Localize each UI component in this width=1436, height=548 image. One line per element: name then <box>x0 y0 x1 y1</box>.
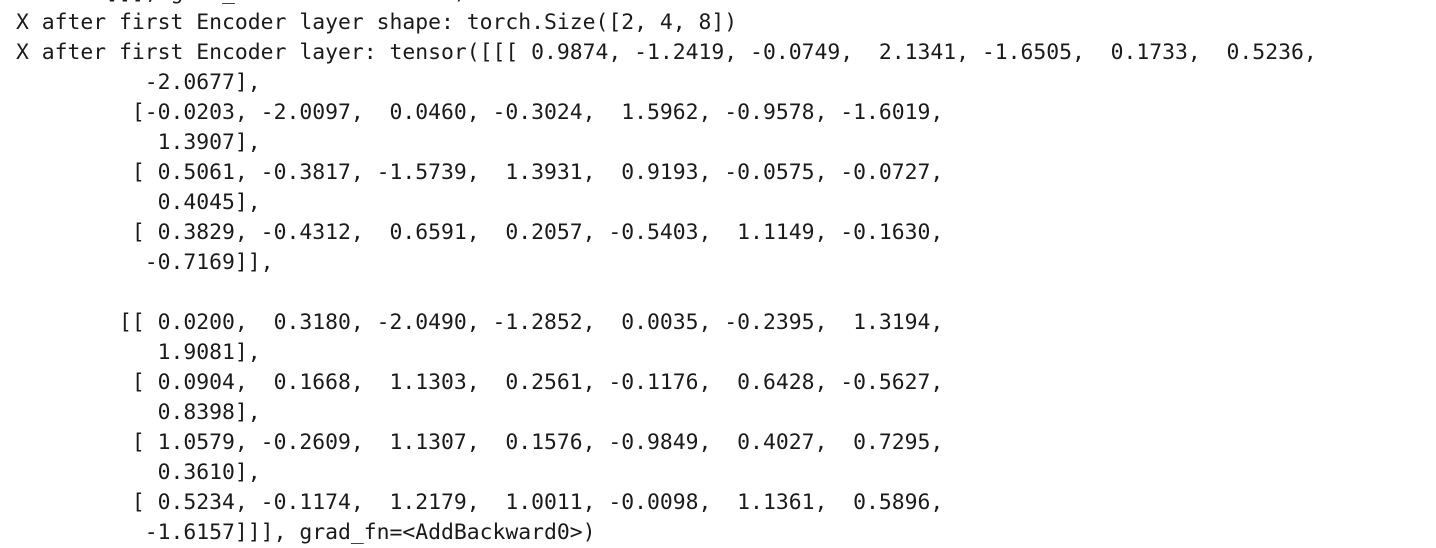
console-line: 0.8398], <box>16 400 261 425</box>
console-line-partial: ]]], grad_fn=<AddBackward0>) <box>16 0 1317 8</box>
console-line: -0.7169]], <box>16 250 274 275</box>
console-line: [ 0.5234, -0.1174, 1.2179, 1.0011, -0.00… <box>16 490 944 515</box>
console-line: [ 0.5061, -0.3817, -1.5739, 1.3931, 0.91… <box>16 160 944 185</box>
console-line: [ 1.0579, -0.2609, 1.1307, 0.1576, -0.98… <box>16 430 944 455</box>
console-line: 0.3610], <box>16 460 261 485</box>
console-line: 1.3907], <box>16 130 261 155</box>
console-line-tensor-start: X after first Encoder layer: tensor([[[ … <box>16 40 1317 65</box>
console-lines: ]]], grad_fn=<AddBackward0>) X after fir… <box>16 0 1317 548</box>
console-line: -2.0677], <box>16 70 261 95</box>
console-line: [ 0.3829, -0.4312, 0.6591, 0.2057, -0.54… <box>16 220 944 245</box>
console-line: 0.4045], <box>16 190 261 215</box>
console-line: [-0.0203, -2.0097, 0.0460, -0.3024, 1.59… <box>16 100 944 125</box>
console-line: [ 0.0904, 0.1668, 1.1303, 0.2561, -0.117… <box>16 370 944 395</box>
console-line-shape: X after first Encoder layer shape: torch… <box>16 10 738 35</box>
console-line-blank <box>16 278 1317 308</box>
console-line: 1.9081], <box>16 340 261 365</box>
console-line: [[ 0.0200, 0.3180, -2.0490, -1.2852, 0.0… <box>16 310 944 335</box>
console-line-tensor-end: -1.6157]]], grad_fn=<AddBackward0>) <box>16 520 596 545</box>
